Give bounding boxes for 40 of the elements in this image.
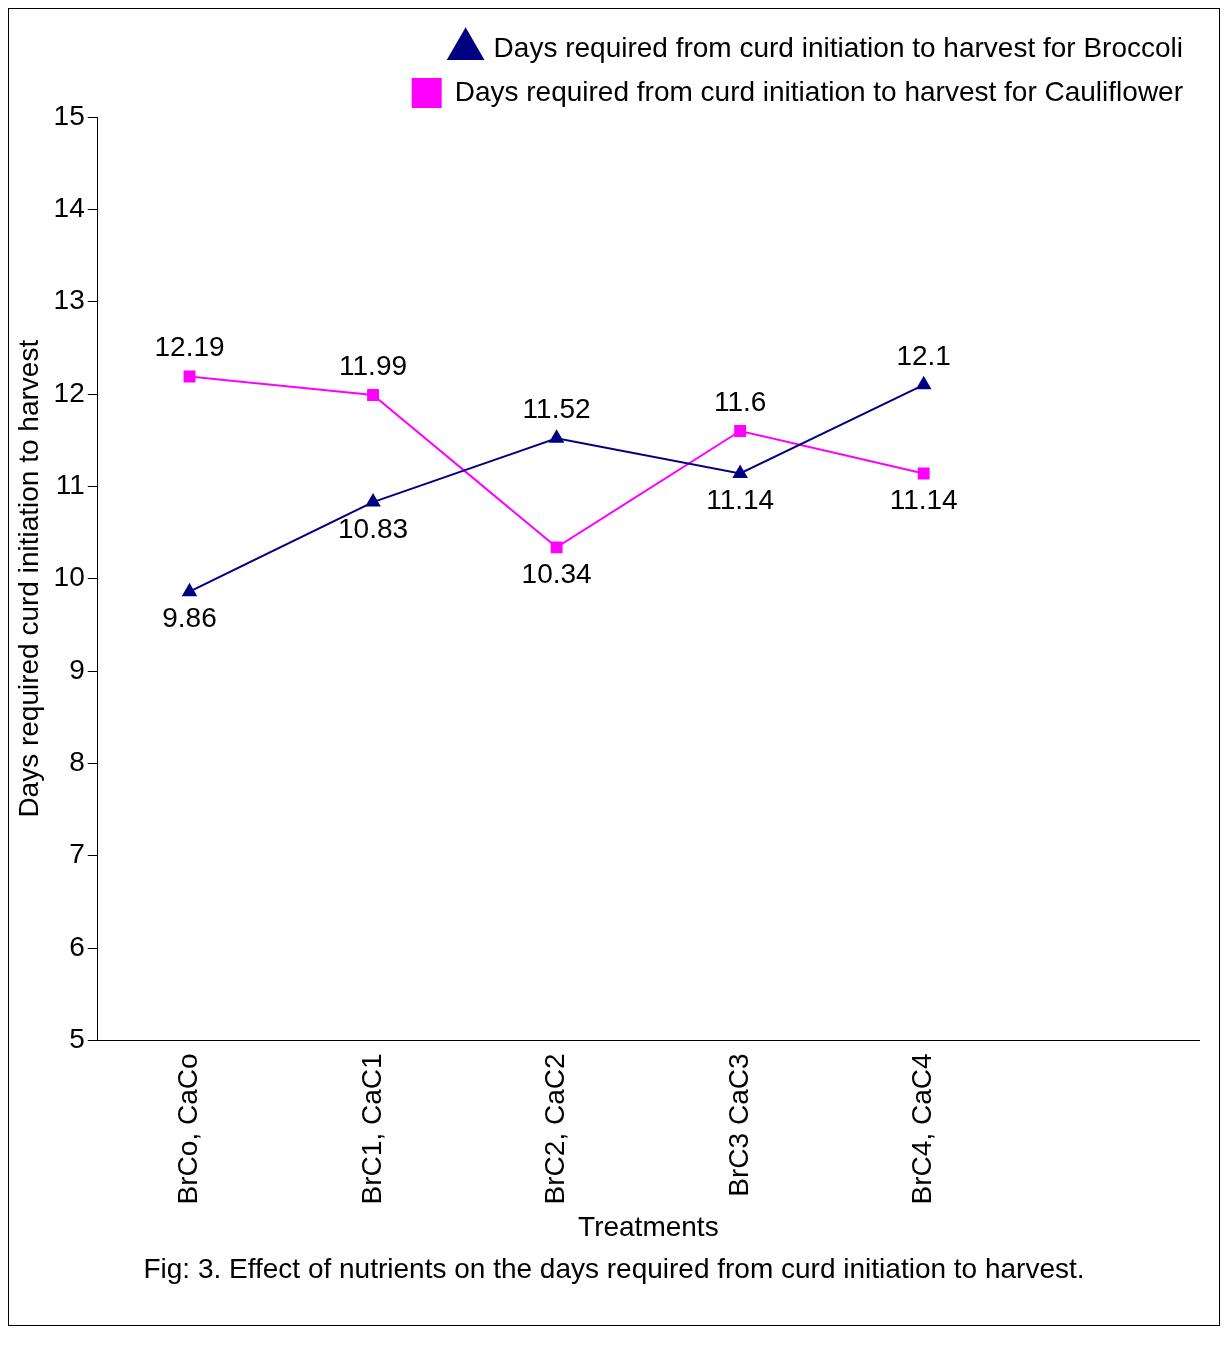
data-label: 11.14 <box>706 484 775 516</box>
y-axis-title: Days required curd initiation to harvest <box>12 339 44 818</box>
y-tick-label: 9 <box>69 653 85 685</box>
y-tick-label: 15 <box>53 99 85 131</box>
y-tick-label: 7 <box>69 838 85 870</box>
legend-label: Days required from curd initiation to harvest for Broccoli <box>493 31 1183 63</box>
y-tick-label: 6 <box>69 930 85 962</box>
y-tick-label: 8 <box>69 746 85 778</box>
x-tick-label: BrC2, CaC2 <box>539 1053 571 1205</box>
point <box>917 467 930 480</box>
y-tick-label: 10 <box>53 561 85 593</box>
data-label: 12.1 <box>896 339 951 371</box>
data-label: 9.86 <box>162 602 217 634</box>
point <box>733 465 748 478</box>
point <box>550 541 563 554</box>
text: Fig: 3. Effect of nutrients on the days required from curd initiation to harvest. <box>142 1252 1086 1286</box>
point <box>367 389 380 401</box>
x-tick-label: BrCo, CaCo <box>172 1053 204 1205</box>
data-label: 11.52 <box>522 393 591 425</box>
y-tick-label: 5 <box>69 1023 85 1055</box>
data-label: 10.34 <box>521 558 592 590</box>
y-tick-label: 14 <box>53 192 85 224</box>
data-label: 12.19 <box>154 331 225 363</box>
legend-label: Days required from curd initiation to harvest for Cauliflower <box>454 75 1184 107</box>
point <box>549 430 564 443</box>
x-tick-label: BrC4, CaC4 <box>906 1053 938 1205</box>
y-tick-label: 12 <box>53 376 85 408</box>
x-tick-label: BrC1, CaC1 <box>355 1053 387 1205</box>
point <box>734 425 747 437</box>
data-label: 11.6 <box>713 385 767 417</box>
data-label: 10.83 <box>338 512 409 544</box>
data-label: 11.14 <box>889 484 958 516</box>
y-tick-label: 11 <box>55 469 85 501</box>
data-label: 11.99 <box>339 349 408 381</box>
x-tick-label: BrC3 CaC3 <box>722 1053 754 1197</box>
point <box>916 376 931 390</box>
x-axis-title: Treatments <box>578 1210 719 1242</box>
y-tick-label: 13 <box>53 284 85 316</box>
point <box>182 583 197 597</box>
point <box>366 494 381 507</box>
